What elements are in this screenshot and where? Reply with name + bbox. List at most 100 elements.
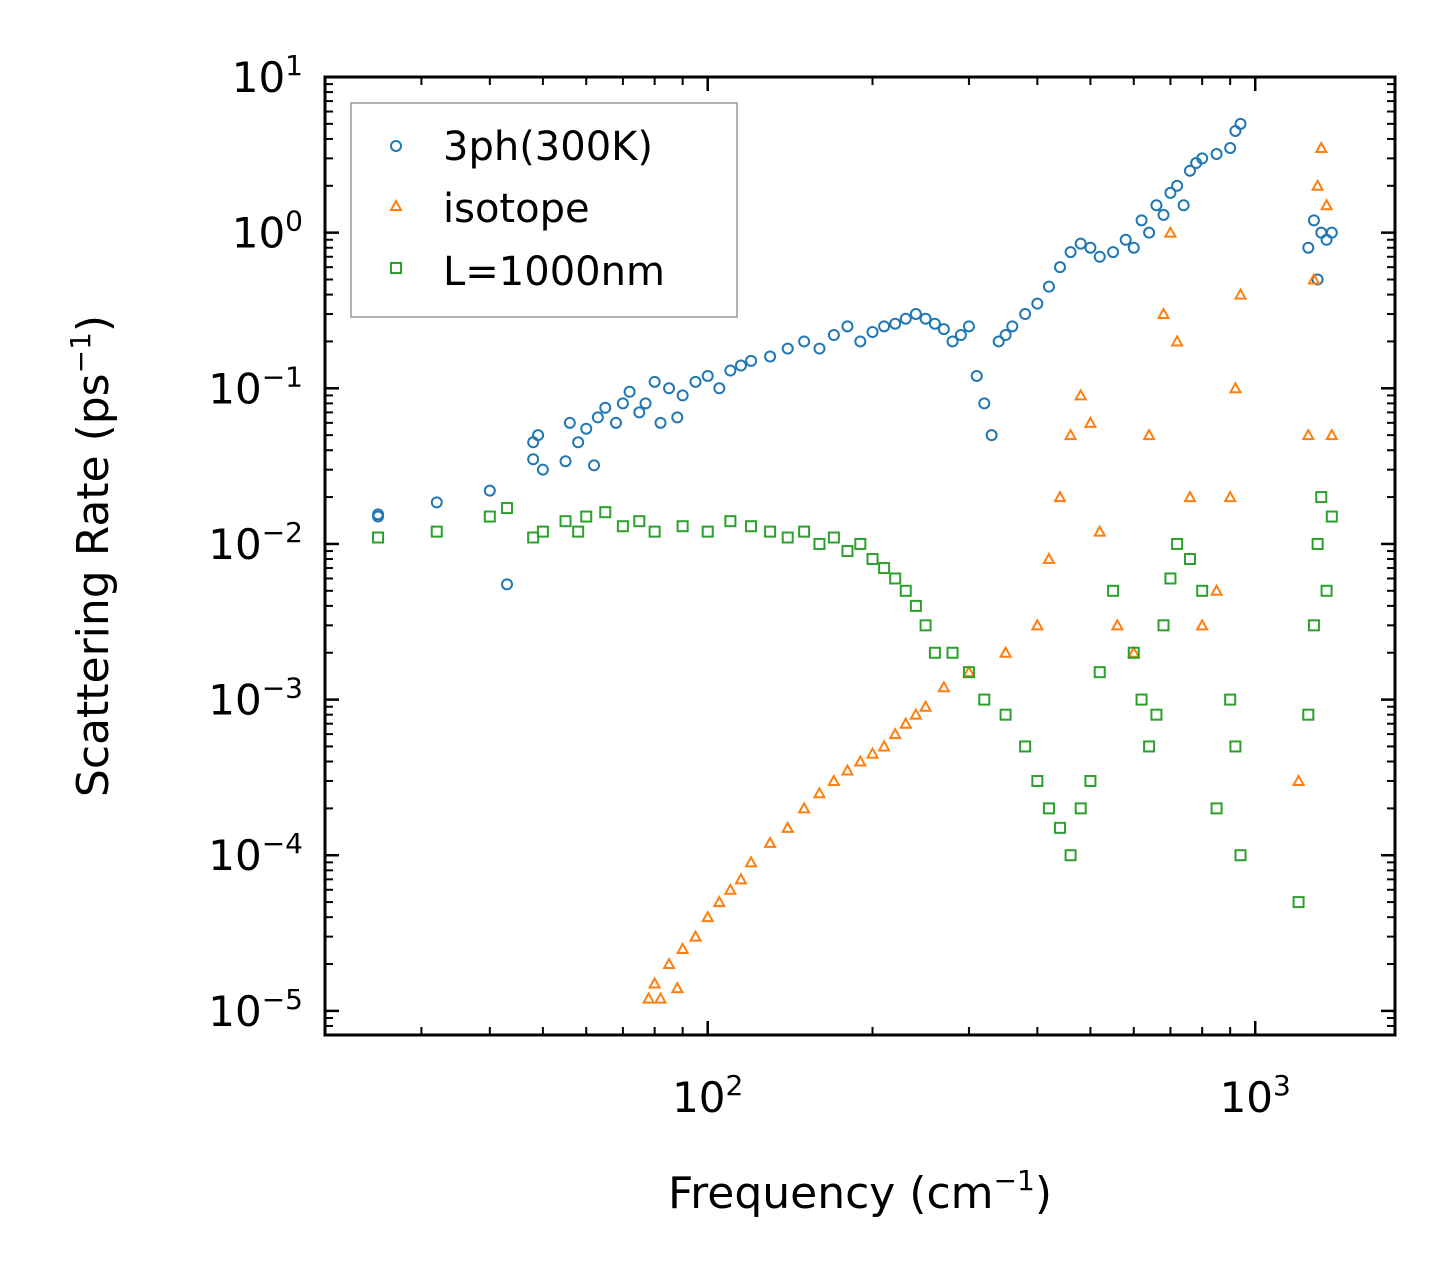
point-triangle bbox=[701, 910, 715, 923]
legend-marker-boundary bbox=[390, 262, 402, 274]
point-square bbox=[1031, 774, 1044, 787]
point-circle bbox=[580, 422, 593, 435]
point-circle bbox=[954, 328, 967, 341]
point-square bbox=[978, 693, 991, 706]
point-circle bbox=[654, 416, 667, 429]
point-square bbox=[724, 515, 737, 528]
point-triangle bbox=[1301, 428, 1315, 441]
series-2 bbox=[372, 491, 1338, 909]
point-circle bbox=[572, 436, 585, 449]
point-circle bbox=[1177, 199, 1190, 212]
point-triangle bbox=[712, 895, 727, 908]
point-circle bbox=[999, 328, 1012, 341]
point-triangle bbox=[877, 739, 891, 752]
point-circle bbox=[1150, 199, 1163, 212]
point-square bbox=[430, 525, 443, 538]
point-circle bbox=[1006, 320, 1019, 333]
point-square bbox=[1107, 584, 1120, 597]
point-triangle bbox=[909, 707, 923, 720]
point-circle bbox=[527, 453, 540, 466]
point-circle bbox=[866, 325, 879, 338]
point-triangle bbox=[1209, 583, 1224, 596]
point-square bbox=[616, 520, 629, 533]
point-circle bbox=[937, 323, 950, 336]
point-square bbox=[1234, 849, 1247, 862]
data-marks bbox=[372, 117, 1339, 1004]
point-circle bbox=[919, 312, 932, 325]
point-triangle bbox=[1142, 428, 1156, 441]
point-circle bbox=[1135, 214, 1148, 227]
point-triangle bbox=[1314, 140, 1328, 153]
point-triangle bbox=[763, 835, 777, 848]
point-square bbox=[909, 599, 922, 612]
point-triangle bbox=[662, 956, 676, 970]
point-triangle bbox=[1223, 490, 1237, 503]
point-triangle bbox=[670, 981, 685, 994]
point-circle bbox=[599, 401, 612, 414]
point-circle bbox=[1054, 261, 1067, 274]
point-square bbox=[1320, 584, 1333, 597]
point-triangle bbox=[1310, 178, 1325, 191]
point-circle bbox=[928, 317, 941, 330]
point-square bbox=[536, 525, 549, 538]
point-circle bbox=[978, 397, 991, 410]
point-circle bbox=[946, 335, 959, 348]
point-square bbox=[928, 646, 941, 659]
point-circle bbox=[909, 308, 922, 321]
y-tick-label: 10−4 bbox=[208, 827, 303, 880]
point-triangle bbox=[1170, 334, 1184, 347]
point-circle bbox=[734, 359, 747, 372]
point-circle bbox=[501, 578, 514, 591]
point-square bbox=[813, 537, 826, 550]
point-square bbox=[1183, 553, 1196, 566]
point-circle bbox=[648, 375, 661, 388]
point-triangle bbox=[1093, 524, 1107, 537]
x-tick-label: 103 bbox=[1220, 1069, 1291, 1122]
point-circle bbox=[1171, 179, 1184, 192]
y-tick-label: 100 bbox=[232, 205, 303, 258]
point-circle bbox=[889, 317, 902, 330]
point-circle bbox=[1042, 280, 1055, 293]
point-square bbox=[633, 515, 646, 528]
point-square bbox=[559, 515, 572, 528]
point-square bbox=[764, 525, 777, 538]
plot-frame bbox=[323, 75, 1397, 1037]
point-square bbox=[798, 525, 811, 538]
point-triangle bbox=[840, 763, 855, 776]
point-circle bbox=[841, 320, 854, 333]
point-circle bbox=[985, 429, 998, 442]
point-triangle bbox=[1319, 198, 1334, 211]
point-square bbox=[962, 666, 975, 679]
point-circle bbox=[1031, 297, 1044, 310]
point-circle bbox=[1143, 226, 1156, 239]
point-square bbox=[1325, 510, 1338, 523]
point-triangle bbox=[1156, 306, 1171, 320]
point-circle bbox=[623, 385, 636, 398]
point-circle bbox=[1234, 117, 1247, 130]
point-circle bbox=[1196, 152, 1209, 165]
point-square bbox=[1093, 666, 1106, 679]
point-square bbox=[372, 531, 385, 544]
legend-marker-isotope bbox=[389, 198, 403, 211]
point-square bbox=[1143, 740, 1156, 753]
point-circle bbox=[745, 354, 758, 367]
point-circle bbox=[701, 369, 714, 382]
point-circle bbox=[1224, 141, 1237, 154]
legend: 3ph(300K) isotope L=1000nm bbox=[350, 102, 738, 318]
point-triangle bbox=[797, 801, 811, 814]
point-triangle bbox=[1195, 618, 1209, 631]
point-triangle bbox=[1163, 225, 1178, 238]
x-tick-label: 102 bbox=[672, 1069, 743, 1122]
point-circle bbox=[483, 484, 496, 497]
point-circle bbox=[970, 369, 983, 382]
point-square bbox=[854, 537, 867, 550]
point-circle bbox=[639, 397, 652, 410]
point-square bbox=[1150, 708, 1163, 721]
point-square bbox=[648, 525, 661, 538]
point-circle bbox=[633, 406, 646, 419]
point-square bbox=[572, 525, 585, 538]
point-circle bbox=[1183, 164, 1196, 177]
point-circle bbox=[671, 411, 684, 424]
point-circle bbox=[676, 389, 689, 402]
